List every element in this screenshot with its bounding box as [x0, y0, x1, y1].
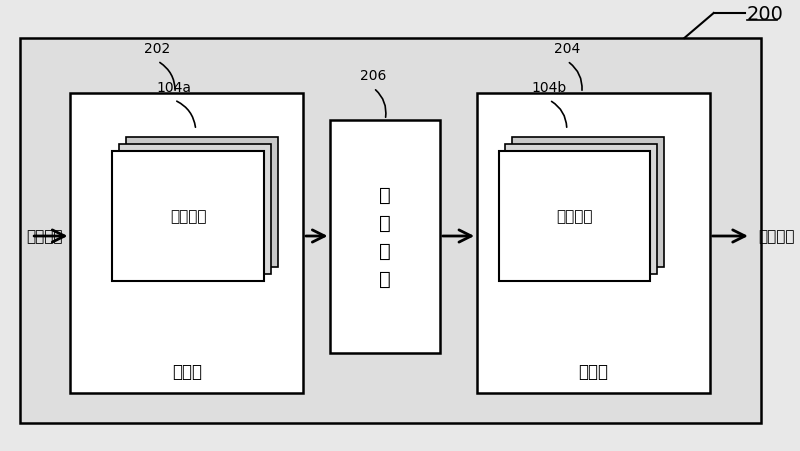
Text: 104b: 104b [531, 81, 567, 95]
Bar [498, 152, 650, 281]
Bar [119, 145, 271, 274]
Bar [512, 138, 664, 267]
Bar [126, 138, 278, 267]
Bar [113, 152, 264, 281]
Text: 202: 202 [144, 42, 170, 56]
Text: 200: 200 [747, 5, 784, 23]
Bar [506, 145, 657, 274]
Text: 分组接收: 分组接收 [26, 229, 62, 244]
Bar [19, 39, 761, 423]
Text: 共
享
队
列: 共 享 队 列 [379, 186, 391, 288]
Text: 微处理器: 微处理器 [556, 209, 593, 224]
Text: 微处理器: 微处理器 [170, 209, 206, 224]
Text: 204: 204 [554, 42, 580, 56]
Text: 发送族: 发送族 [578, 362, 609, 380]
Text: 206: 206 [360, 69, 386, 83]
Bar [70, 94, 303, 393]
Bar [330, 121, 440, 353]
Bar [477, 94, 710, 393]
Text: 分组发送: 分组发送 [758, 229, 795, 244]
Text: 104a: 104a [157, 81, 192, 95]
Text: 接收族: 接收族 [172, 362, 202, 380]
